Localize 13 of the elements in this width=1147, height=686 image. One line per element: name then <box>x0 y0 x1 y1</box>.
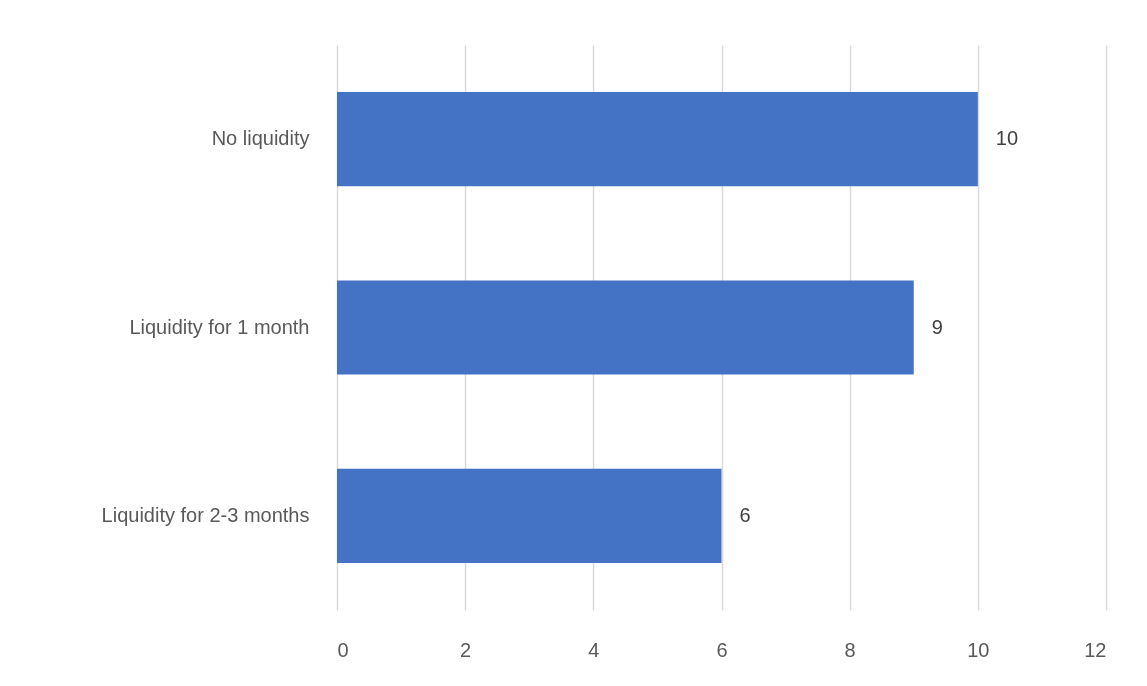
data-label: 9 <box>931 315 943 338</box>
x-tick-label: 8 <box>844 638 856 661</box>
x-tick-label: 0 <box>337 638 349 661</box>
y-tick-label: Liquidity for 2-3 months <box>101 503 310 526</box>
x-tick-label: 10 <box>967 638 990 661</box>
x-tick-label: 12 <box>1084 638 1107 661</box>
data-label: 6 <box>739 503 751 526</box>
x-tick-label: 6 <box>716 638 728 661</box>
x-tick-label: 4 <box>588 638 600 661</box>
x-tick-label: 2 <box>460 638 472 661</box>
y-tick-label: No liquidity <box>211 127 310 150</box>
y-tick-label: Liquidity for 1 month <box>129 315 310 338</box>
data-label: 10 <box>995 127 1019 150</box>
